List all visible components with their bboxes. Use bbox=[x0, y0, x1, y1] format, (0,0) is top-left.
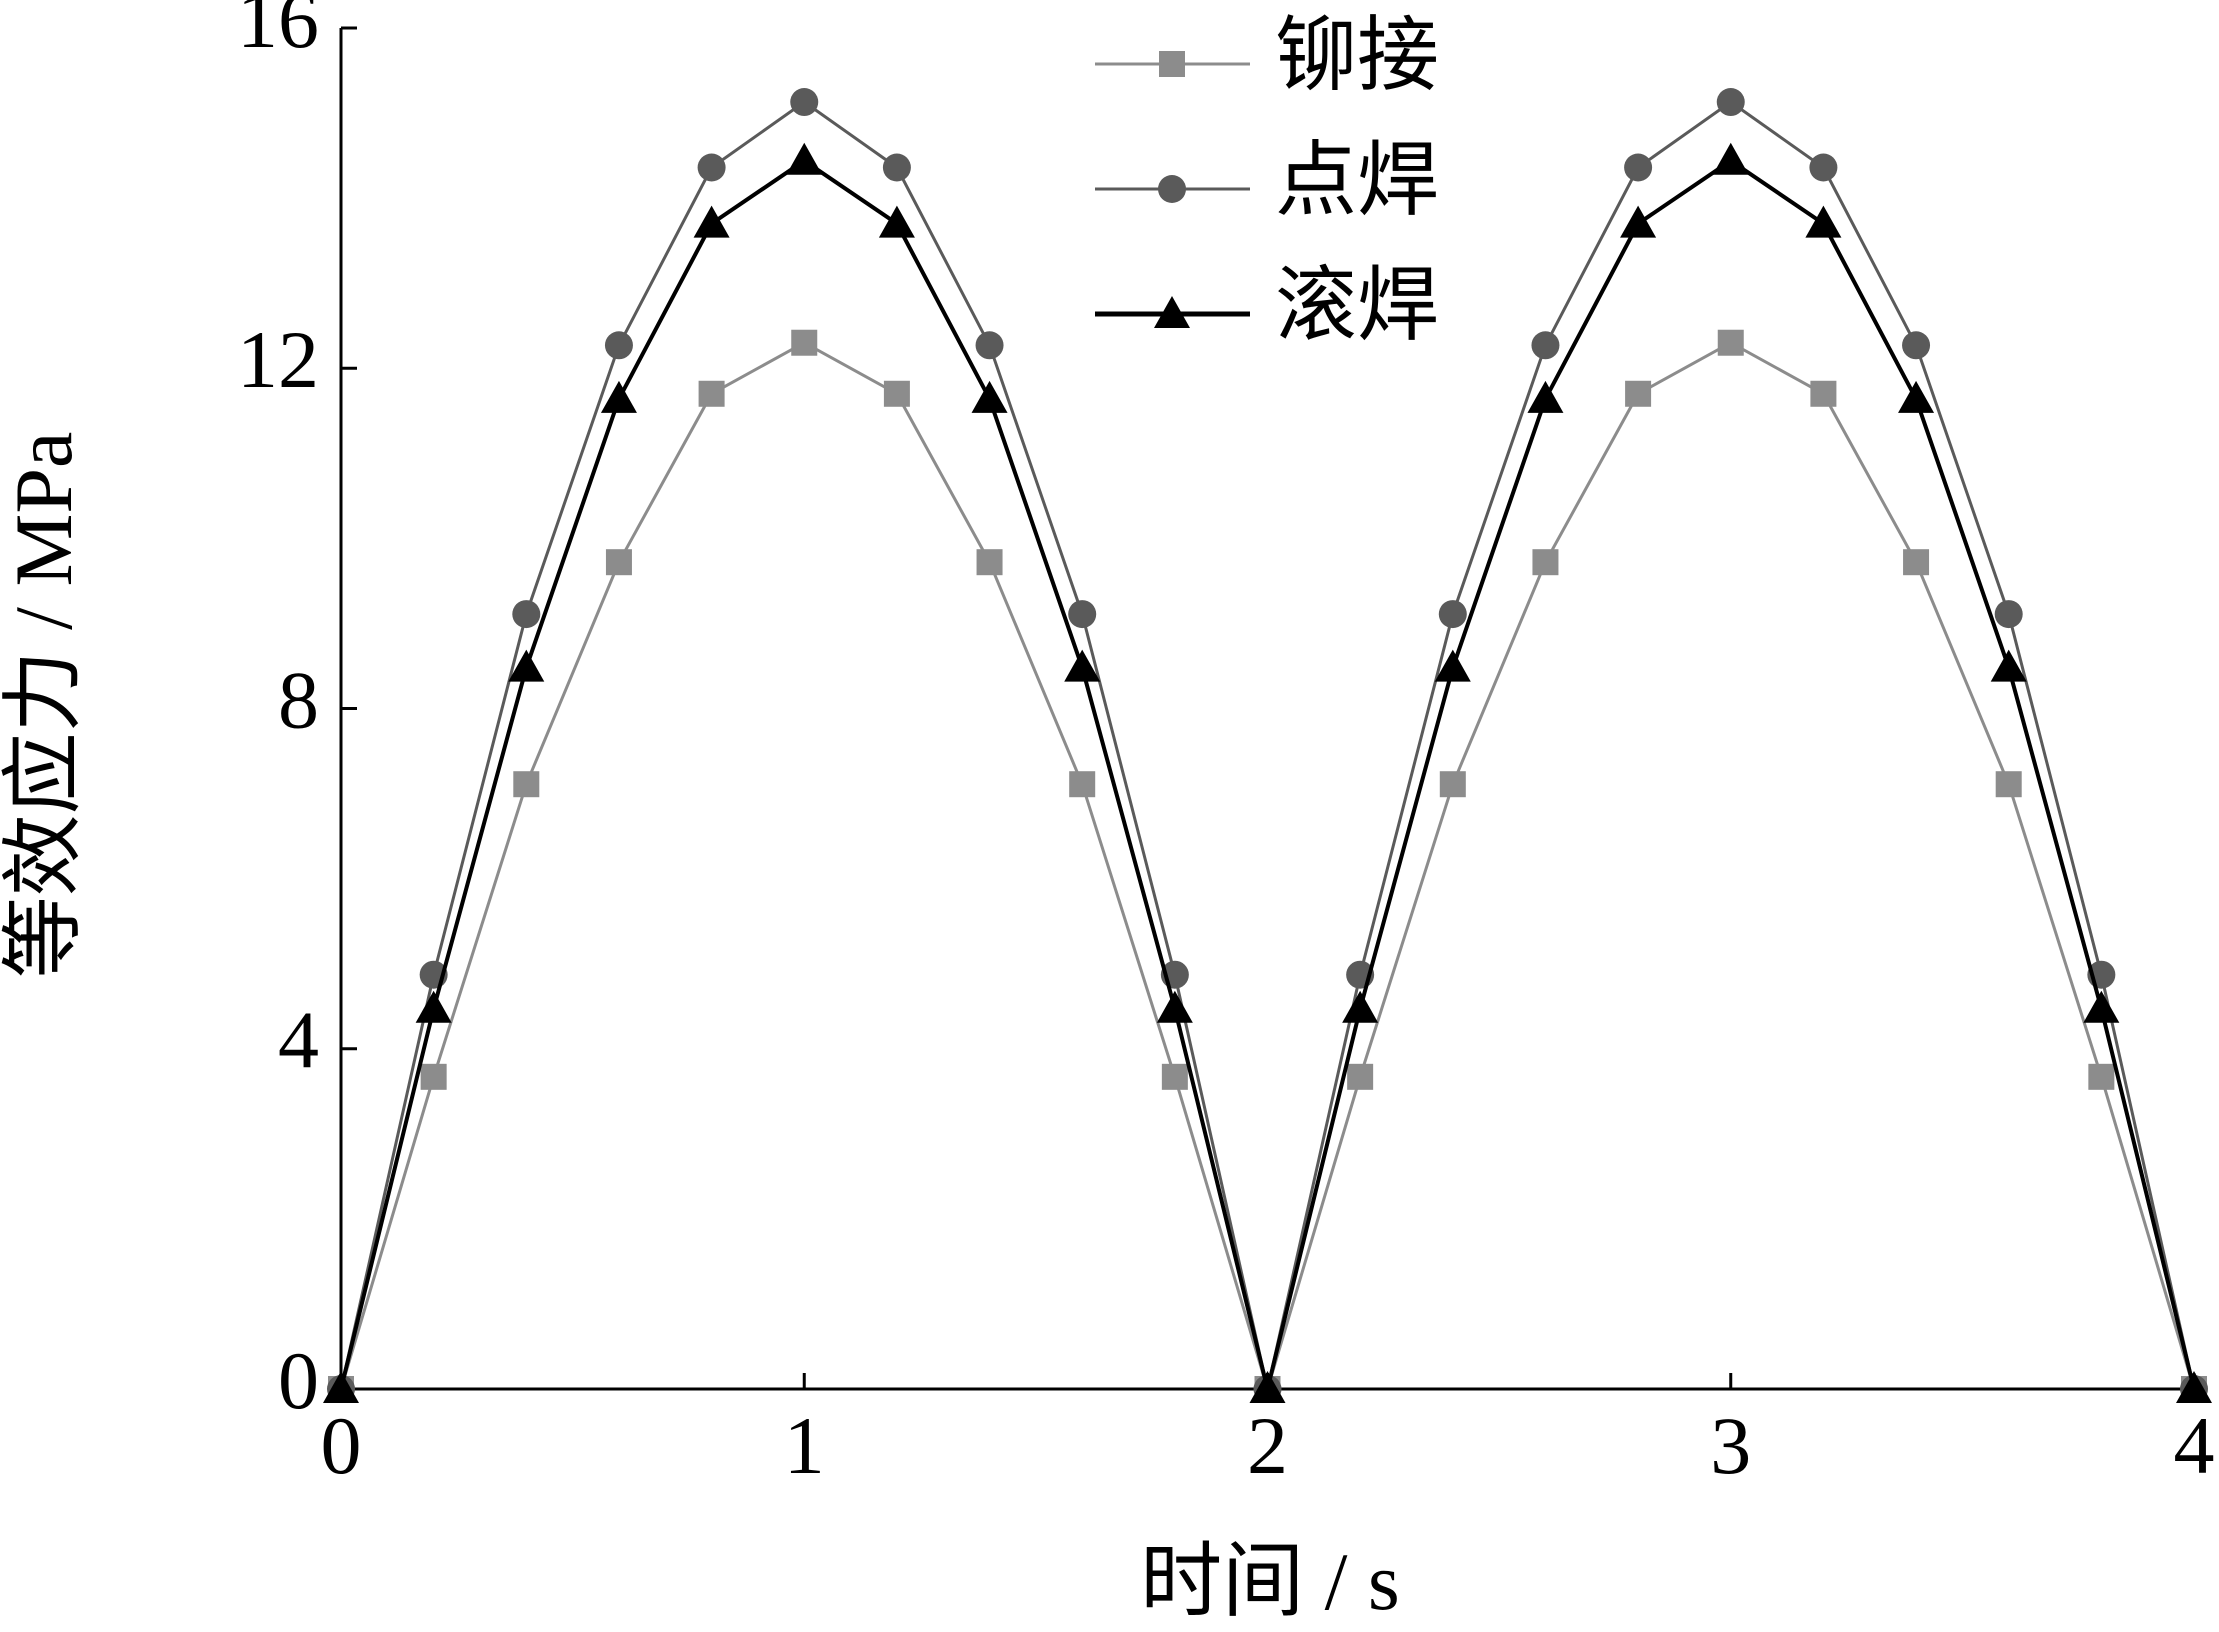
marker bbox=[791, 329, 818, 356]
x-axis-title: 时间 / s bbox=[1140, 1536, 1400, 1627]
marker bbox=[693, 205, 730, 238]
marker bbox=[1716, 88, 1745, 117]
marker bbox=[698, 380, 725, 407]
x-tick-label: 3 bbox=[1710, 1400, 1751, 1491]
marker bbox=[1347, 1063, 1374, 1090]
marker bbox=[878, 205, 915, 238]
marker bbox=[1439, 771, 1466, 798]
legend-label: 滚焊 bbox=[1275, 260, 1439, 351]
marker bbox=[1154, 296, 1190, 328]
marker bbox=[975, 331, 1004, 360]
marker bbox=[508, 649, 545, 682]
marker bbox=[415, 990, 452, 1023]
marker bbox=[1625, 380, 1652, 407]
marker bbox=[1159, 51, 1185, 77]
y-tick-label: 12 bbox=[237, 314, 319, 405]
marker bbox=[512, 600, 541, 629]
marker bbox=[1438, 600, 1467, 629]
y-tick-label: 0 bbox=[278, 1335, 319, 1426]
marker bbox=[1898, 380, 1935, 413]
y-tick-label: 4 bbox=[278, 995, 319, 1086]
marker bbox=[1805, 205, 1842, 238]
marker bbox=[1995, 771, 2022, 798]
marker bbox=[604, 331, 633, 360]
marker bbox=[976, 549, 1003, 576]
y-tick-label: 16 bbox=[237, 0, 319, 65]
x-tick-label: 2 bbox=[1247, 1400, 1288, 1491]
x-tick-label: 4 bbox=[2174, 1400, 2215, 1491]
marker bbox=[1527, 380, 1564, 413]
marker bbox=[1064, 649, 1101, 682]
marker bbox=[1342, 990, 1379, 1023]
marker bbox=[2088, 1063, 2115, 1090]
marker bbox=[420, 1063, 447, 1090]
marker bbox=[1249, 1371, 1286, 1403]
series-line bbox=[339, 341, 2196, 1395]
marker bbox=[971, 380, 1008, 413]
y-axis-title: 等效应力 / MPa bbox=[0, 432, 89, 979]
marker bbox=[1902, 331, 1931, 360]
marker bbox=[882, 153, 911, 182]
marker bbox=[1994, 600, 2023, 629]
marker bbox=[697, 153, 726, 182]
marker bbox=[1532, 549, 1559, 576]
marker bbox=[786, 142, 823, 175]
marker bbox=[883, 380, 910, 407]
marker bbox=[790, 88, 819, 117]
marker bbox=[1717, 329, 1744, 356]
marker bbox=[513, 771, 540, 798]
marker bbox=[600, 380, 637, 413]
marker bbox=[1156, 990, 1193, 1023]
marker bbox=[1158, 175, 1186, 203]
legend-label: 铆接 bbox=[1275, 10, 1439, 101]
marker bbox=[1531, 331, 1560, 360]
x-tick-label: 0 bbox=[321, 1400, 362, 1491]
marker bbox=[1624, 153, 1653, 182]
marker bbox=[1161, 1063, 1188, 1090]
series-line bbox=[339, 100, 2196, 1390]
marker bbox=[2176, 1371, 2212, 1403]
marker bbox=[1434, 649, 1471, 682]
legend-label: 点焊 bbox=[1275, 135, 1439, 226]
marker bbox=[1903, 549, 1930, 576]
marker bbox=[1809, 153, 1838, 182]
marker bbox=[2083, 990, 2120, 1023]
marker bbox=[1712, 142, 1749, 175]
marker bbox=[1069, 771, 1096, 798]
y-tick-label: 8 bbox=[278, 654, 319, 745]
marker bbox=[1068, 600, 1097, 629]
marker bbox=[323, 1371, 359, 1403]
marker bbox=[605, 549, 632, 576]
x-tick-label: 1 bbox=[784, 1400, 825, 1491]
marker bbox=[1990, 649, 2027, 682]
marker bbox=[1620, 205, 1657, 238]
marker bbox=[1810, 380, 1837, 407]
